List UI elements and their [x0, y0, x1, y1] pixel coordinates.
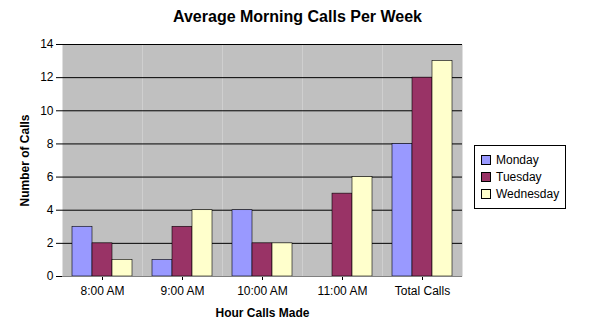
svg-text:14: 14	[40, 37, 54, 51]
svg-text:10:00 AM: 10:00 AM	[237, 284, 288, 298]
svg-text:Number of Calls: Number of Calls	[18, 114, 32, 206]
svg-text:9:00 AM: 9:00 AM	[160, 284, 204, 298]
svg-text:11:00 AM: 11:00 AM	[318, 284, 368, 298]
html-text:Wednesday: Wednesday	[496, 187, 560, 201]
svg-text:Hour Calls Made: Hour Calls Made	[215, 306, 309, 320]
svg-text:Total Calls: Total Calls	[395, 284, 450, 298]
svg-text:12: 12	[40, 70, 54, 84]
html-text:Monday: Monday	[496, 153, 539, 167]
svg-text:6: 6	[47, 170, 54, 184]
svg-text:10: 10	[40, 104, 54, 118]
svg-text:0: 0	[47, 269, 54, 283]
svg-text:8:00 AM: 8:00 AM	[80, 284, 124, 298]
svg-text:8: 8	[47, 137, 54, 151]
svg-text:4: 4	[47, 203, 54, 217]
svg-text:2: 2	[47, 236, 54, 250]
html-text:Average Morning Calls Per Week: Average Morning Calls Per Week	[173, 8, 422, 25]
html-text:Tuesday: Tuesday	[496, 170, 542, 184]
